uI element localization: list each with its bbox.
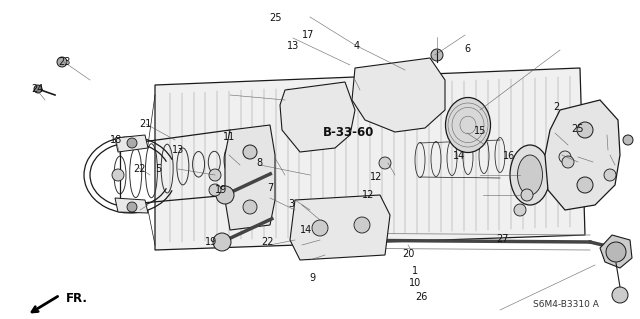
Circle shape [216,186,234,204]
Text: 25: 25 [269,12,282,23]
Text: B-33-60: B-33-60 [323,126,374,139]
Text: 14: 14 [300,225,312,235]
Polygon shape [155,68,585,250]
Text: 19: 19 [214,185,227,195]
Polygon shape [280,82,355,152]
Circle shape [577,177,593,193]
Circle shape [209,184,221,196]
Ellipse shape [518,155,543,195]
Text: 16: 16 [502,151,515,161]
Text: 25: 25 [571,124,584,134]
Text: 3: 3 [288,199,294,209]
Text: 8: 8 [257,158,263,168]
Circle shape [127,202,137,212]
Circle shape [577,122,593,138]
Circle shape [562,156,574,168]
Text: 10: 10 [408,278,421,288]
Text: 2: 2 [554,102,560,112]
Text: 19: 19 [205,237,218,248]
Polygon shape [115,198,148,213]
Circle shape [213,233,231,251]
Circle shape [243,200,257,214]
Text: 20: 20 [402,249,415,259]
Text: 11: 11 [223,132,236,142]
Text: 7: 7 [267,183,273,193]
Ellipse shape [510,145,550,205]
Circle shape [127,138,137,148]
Text: 22: 22 [133,164,146,174]
Circle shape [112,169,124,181]
Text: S6M4-B3310 A: S6M4-B3310 A [534,300,599,309]
Circle shape [34,85,42,93]
Text: 22: 22 [261,237,274,248]
Circle shape [312,220,328,236]
Circle shape [354,217,370,233]
Text: 12: 12 [370,172,383,182]
Text: 6: 6 [464,44,470,55]
Text: 21: 21 [140,119,152,130]
Ellipse shape [445,98,490,152]
Circle shape [379,157,391,169]
Circle shape [521,189,533,201]
Polygon shape [600,235,632,268]
Text: 13: 13 [287,41,300,51]
Circle shape [559,151,571,163]
Circle shape [57,57,67,67]
Polygon shape [545,100,620,210]
Polygon shape [115,135,148,152]
Text: 12: 12 [362,189,374,200]
Text: 15: 15 [474,126,486,136]
Text: 4: 4 [354,41,360,51]
Text: 24: 24 [31,84,44,94]
Polygon shape [352,58,445,132]
Circle shape [604,169,616,181]
Text: 18: 18 [110,135,123,145]
Polygon shape [225,125,275,230]
Circle shape [431,49,443,61]
Circle shape [606,242,626,262]
Text: 26: 26 [415,292,428,302]
Text: 5: 5 [156,164,162,174]
Text: 23: 23 [58,57,70,67]
Circle shape [514,204,526,216]
Circle shape [209,169,221,181]
Text: 27: 27 [496,234,509,244]
Text: FR.: FR. [66,292,88,305]
Circle shape [612,287,628,303]
Text: 13: 13 [172,145,184,155]
Circle shape [623,135,633,145]
Text: 17: 17 [302,30,315,40]
Text: 14: 14 [453,151,466,161]
Text: 1: 1 [412,266,418,276]
Polygon shape [290,195,390,260]
Text: 9: 9 [309,272,316,283]
Circle shape [243,145,257,159]
